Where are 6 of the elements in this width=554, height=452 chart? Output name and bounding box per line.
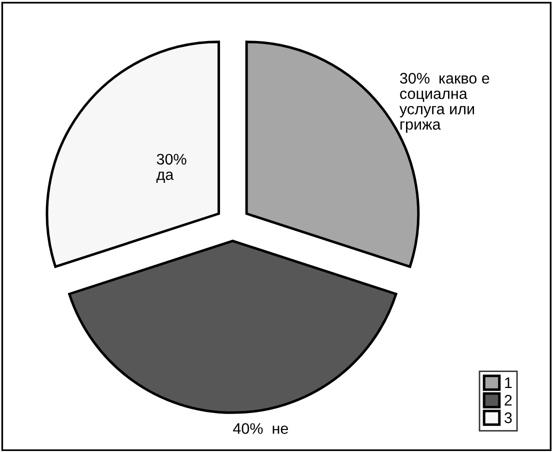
legend-label: 1 — [505, 377, 512, 388]
data-label: 30% какво е социална услуга или грижа — [399, 72, 490, 133]
data-label: 30% да — [156, 154, 186, 183]
data-label: 40% не — [233, 423, 288, 434]
legend-label: 2 — [504, 394, 512, 406]
legend-label: 3 — [504, 412, 512, 424]
